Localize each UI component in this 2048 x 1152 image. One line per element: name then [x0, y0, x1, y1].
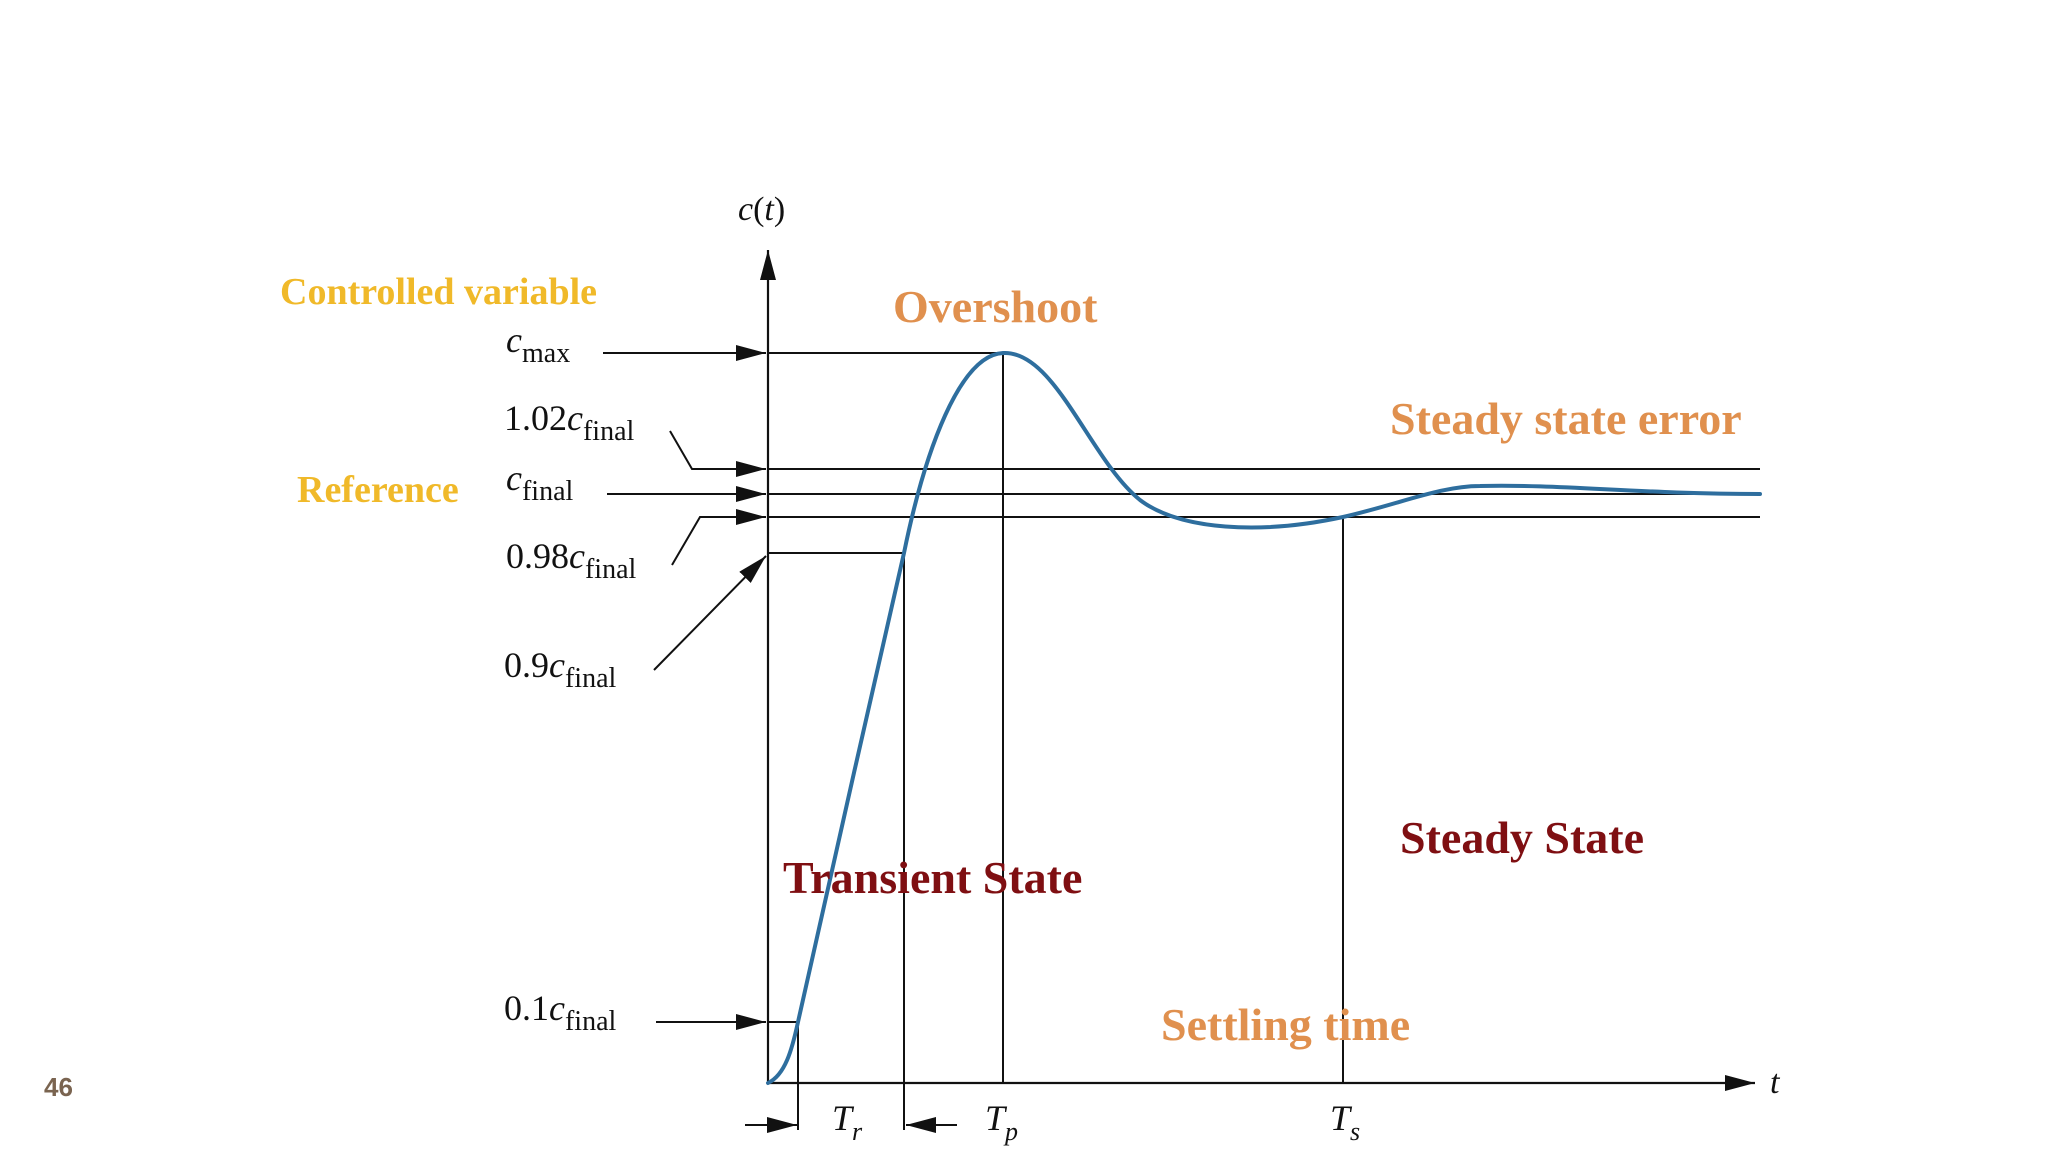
response-curve	[766, 350, 1762, 1085]
c01-label: 0.1cfinal	[504, 988, 617, 1037]
c102-arrow	[669, 430, 766, 477]
reference-label: Reference	[297, 469, 459, 511]
transient-state-label: Transient State	[783, 852, 1082, 903]
settling-time-label: Settling time	[1161, 999, 1410, 1050]
steady-state-label: Steady State	[1400, 812, 1644, 863]
overshoot-label: Overshoot	[893, 281, 1098, 332]
cmax-label: cmax	[506, 320, 570, 369]
c098-arrow	[671, 509, 766, 566]
tr-label: Tr	[832, 1098, 863, 1146]
c098-label: 0.98cfinal	[506, 536, 637, 585]
c09-label: 0.9cfinal	[504, 645, 617, 694]
x-axis-label: t	[1770, 1064, 1781, 1101]
y-axis-label: c(t)	[738, 191, 785, 228]
c09-arrow	[653, 555, 767, 671]
ts-label: Ts	[1330, 1098, 1360, 1146]
tp-label: Tp	[985, 1098, 1018, 1146]
c102-label: 1.02cfinal	[504, 398, 635, 447]
steady-state-error-label: Steady state error	[1390, 393, 1742, 444]
controlled-variable-label: Controlled variable	[280, 271, 597, 313]
page-number: 46	[44, 1072, 73, 1102]
cfinal-label: cfinal	[506, 458, 574, 507]
